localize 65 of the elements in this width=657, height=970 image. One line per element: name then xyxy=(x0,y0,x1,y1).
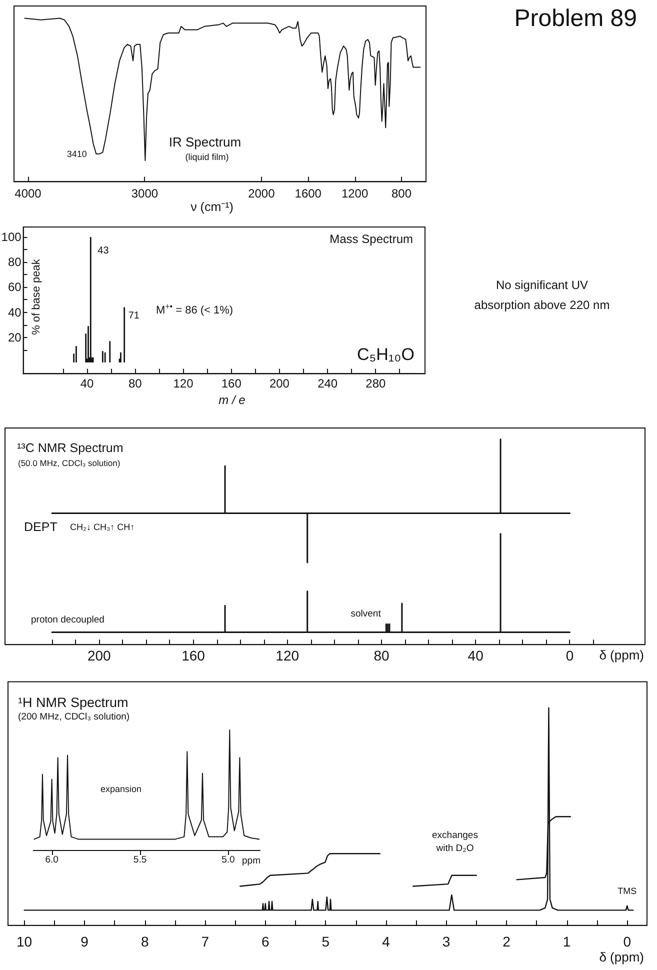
x-tick-label: 1200 xyxy=(341,186,368,201)
annotation: 3410 xyxy=(66,148,87,160)
x-tick-label: 3 xyxy=(442,933,450,950)
x-tick-label: 40 xyxy=(468,648,484,664)
y-tick-label: 60 xyxy=(8,280,22,294)
series-label: DEPT xyxy=(24,520,58,534)
x-tick-label: 7 xyxy=(201,933,210,950)
x-tick-label: 9 xyxy=(80,933,89,950)
y-tick-label: 80 xyxy=(8,255,22,270)
x-tick-label: 160 xyxy=(221,376,242,391)
x-axis-title: ν (cm⁻¹) xyxy=(190,200,234,214)
x-axis-title: δ (ppm) xyxy=(599,950,644,966)
x-tick-label: 40 xyxy=(80,376,94,391)
chart-title: ¹³C NMR Spectrum xyxy=(17,440,124,456)
annotation: M$^{+•}$ = 86 (< 1%) xyxy=(156,302,234,318)
x-tick-label: 80 xyxy=(128,376,142,391)
annotation: CH₂↓ CH₃↑ CH↑ xyxy=(70,522,135,532)
x-axis-title: ppm xyxy=(242,856,260,868)
y-tick-label: 40 xyxy=(8,305,22,320)
text: IR Spectrum xyxy=(168,134,242,150)
text: Problem 89 xyxy=(514,5,637,33)
annotation: 71 xyxy=(128,310,140,322)
x-tick-label: 240 xyxy=(318,376,338,391)
x-tick-label: 120 xyxy=(276,648,300,664)
chart-title: Mass Spectrum xyxy=(330,232,413,247)
x-tick-label: 4000 xyxy=(14,186,42,201)
text: No significant UV absorption above 220 nm xyxy=(473,277,611,314)
x-tick-label: 800 xyxy=(391,186,412,201)
x-tick-label: 10 xyxy=(16,933,32,950)
y-axis-title: % of base peak xyxy=(30,259,44,335)
annotation: 43 xyxy=(98,245,109,257)
text: (liquid film) xyxy=(185,152,229,162)
annotation: exchanges with D₂O xyxy=(431,829,479,855)
x-tick-label: 120 xyxy=(173,376,194,391)
x-tick-label: 5.0 xyxy=(222,854,235,866)
x-axis-title: m / e xyxy=(218,393,246,408)
x-tick-label: 200 xyxy=(269,376,290,391)
x-tick-label: 1600 xyxy=(294,186,322,201)
x-tick-label: 1 xyxy=(562,933,571,950)
y-tick-label: 20 xyxy=(8,330,22,344)
x-tick-label: 2000 xyxy=(248,186,276,201)
x-tick-label: 200 xyxy=(87,648,112,664)
annotation: TMS xyxy=(618,886,637,896)
annotation: solvent xyxy=(350,608,381,621)
x-tick-label: 5 xyxy=(322,933,330,950)
x-tick-label: 6.0 xyxy=(45,854,58,866)
chart-title: ¹H NMR Spectrum xyxy=(18,695,128,711)
x-tick-label: 4 xyxy=(382,933,390,950)
x-tick-label: 5.5 xyxy=(133,854,147,866)
x-tick-label: 2 xyxy=(502,933,511,950)
x-tick-label: 3000 xyxy=(131,186,158,201)
x-tick-label: 160 xyxy=(182,648,206,664)
annotation: C₅H₁₀O xyxy=(357,345,414,365)
text: (50.0 MHz, CDCl₃ solution) xyxy=(18,458,120,469)
chart-subtitle: (200 MHz, CDCl₃ solution) xyxy=(18,712,130,724)
x-tick-label: 6 xyxy=(262,933,270,950)
x-tick-label: 0 xyxy=(566,648,574,664)
series-label: proton decoupled xyxy=(31,614,104,626)
x-tick-label: 8 xyxy=(140,933,149,950)
x-axis-title: δ (ppm) xyxy=(599,648,644,664)
y-tick-label: 100 xyxy=(1,230,22,244)
annotation: expansion xyxy=(100,784,142,794)
x-tick-label: 0 xyxy=(623,933,632,950)
x-tick-label: 80 xyxy=(374,648,390,664)
x-tick-label: 280 xyxy=(366,376,386,391)
